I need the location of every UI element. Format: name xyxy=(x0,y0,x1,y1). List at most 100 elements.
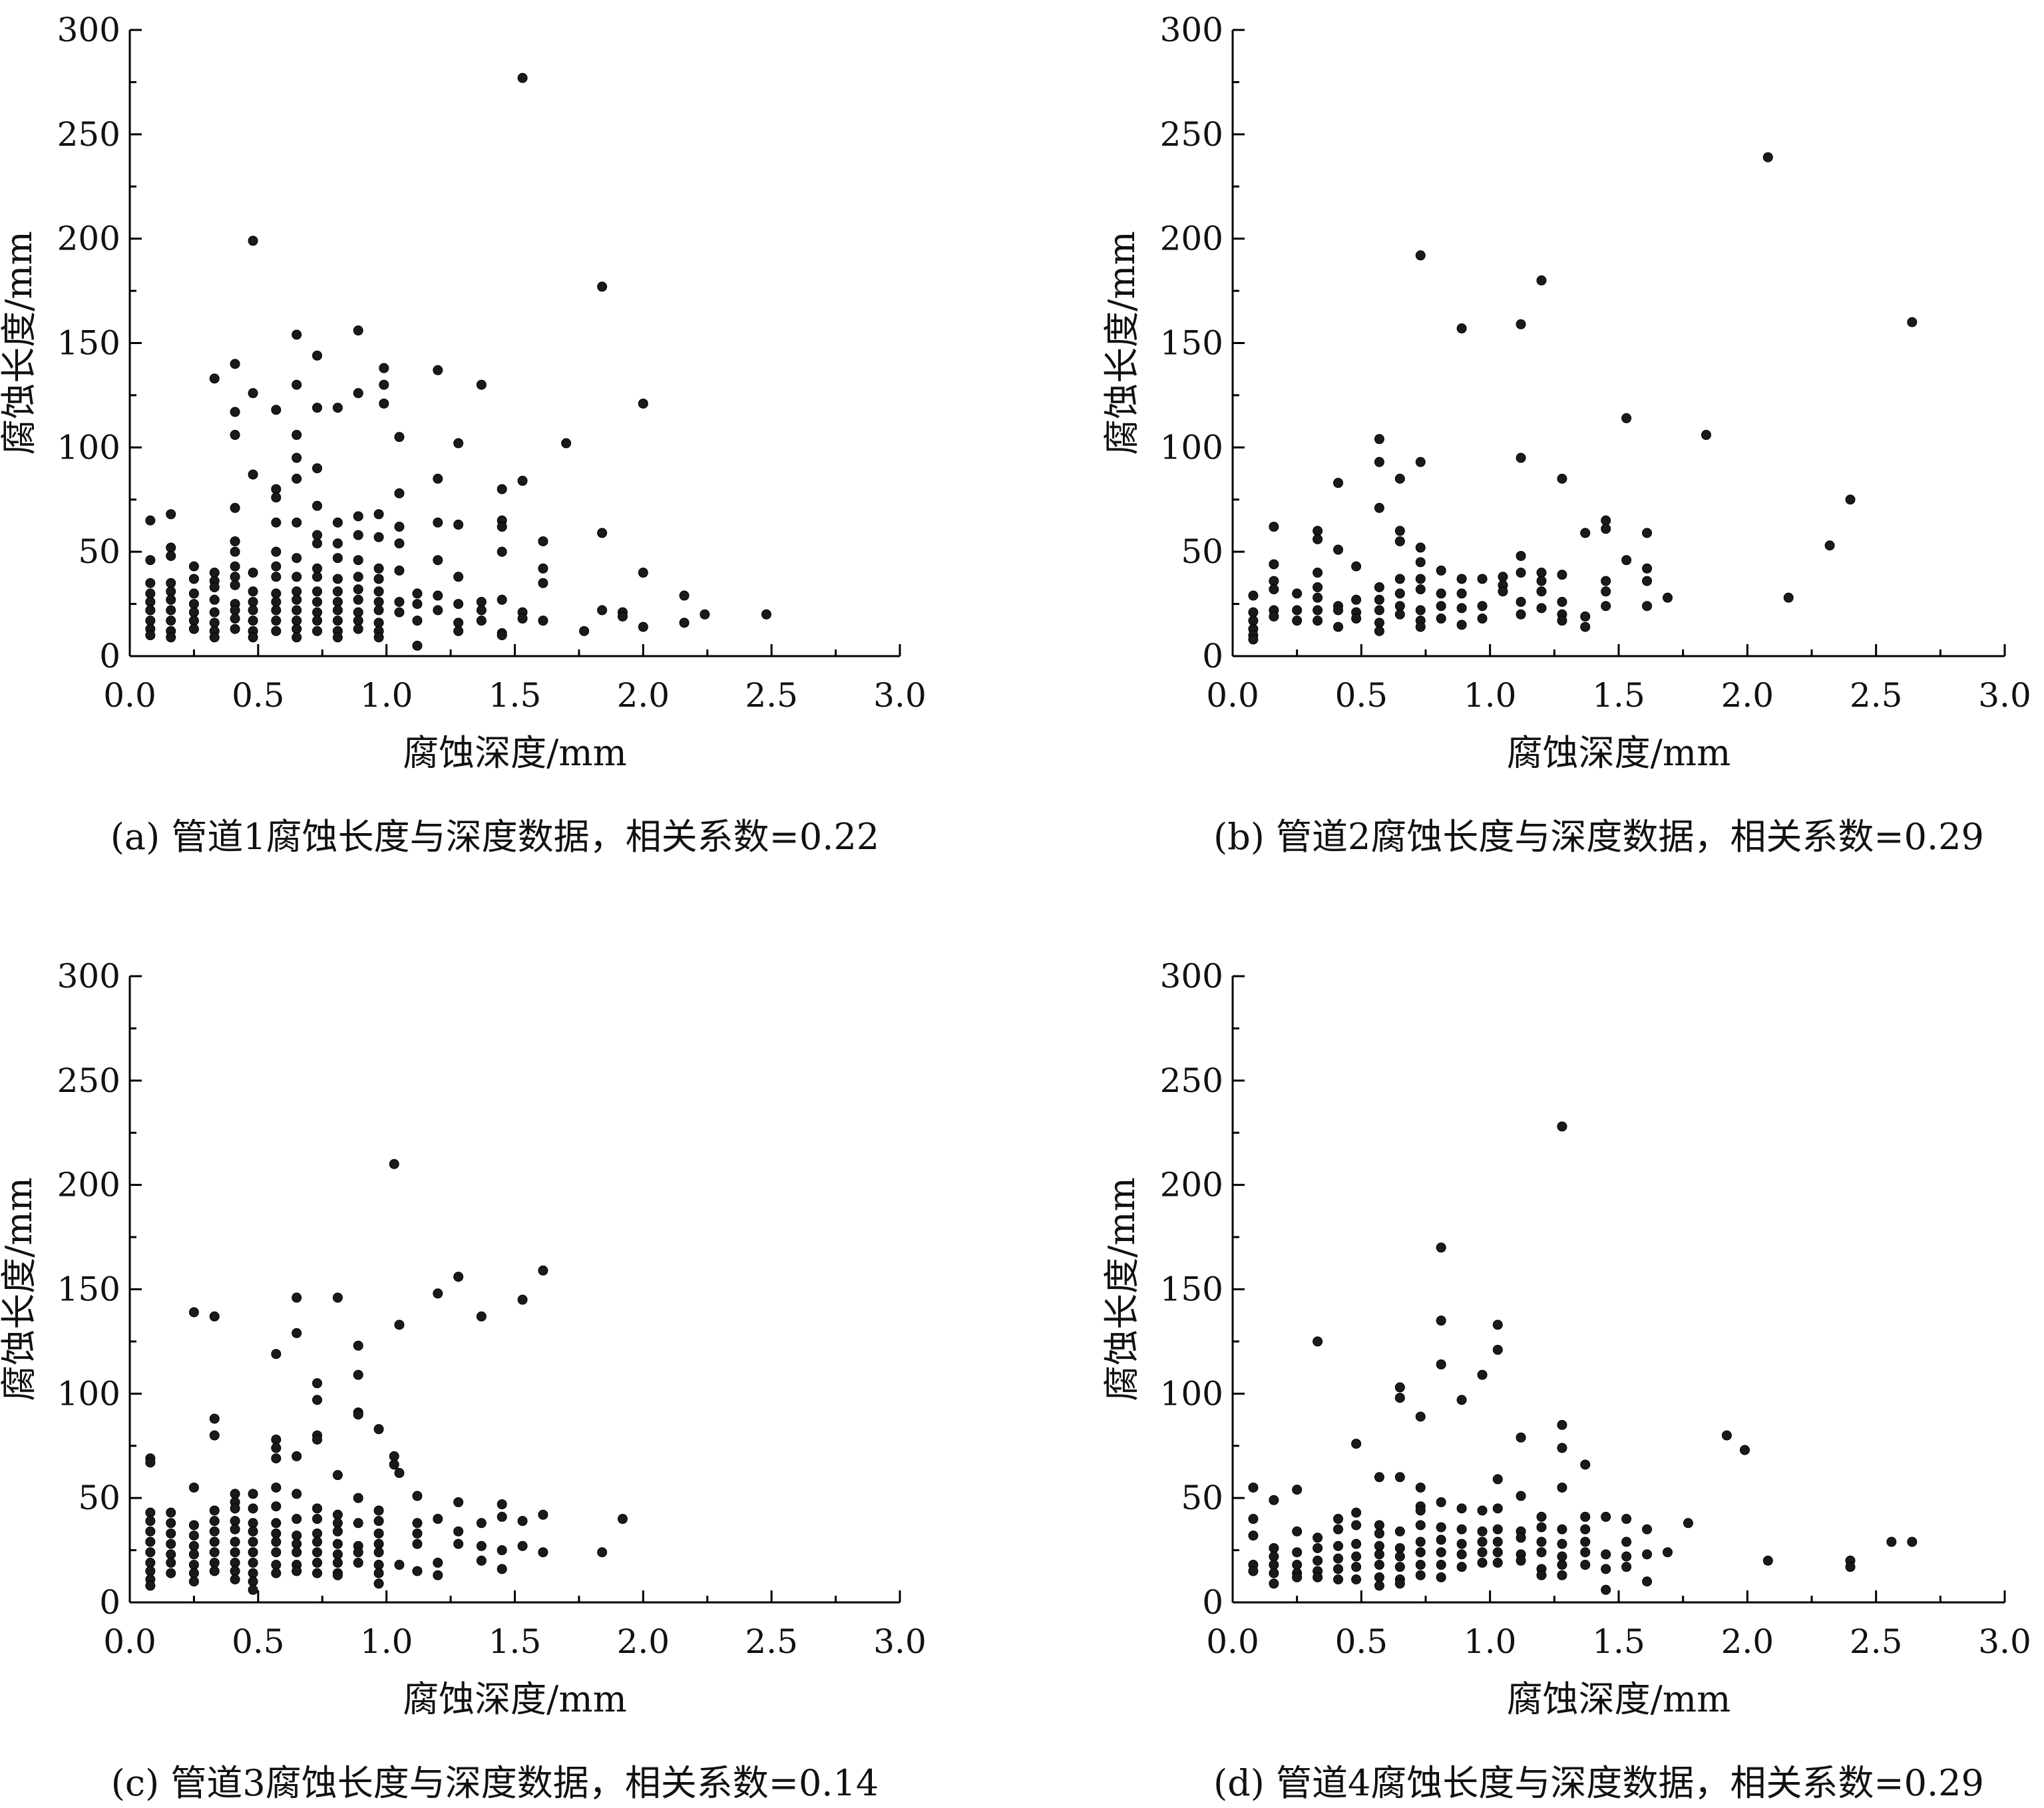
data-point xyxy=(1313,1542,1323,1553)
data-point xyxy=(1601,1584,1611,1595)
data-point xyxy=(353,555,363,566)
data-point xyxy=(248,1526,258,1537)
data-point xyxy=(145,1526,156,1537)
data-point xyxy=(1516,452,1526,463)
data-point xyxy=(1498,572,1508,582)
data-point xyxy=(188,624,199,634)
data-point xyxy=(332,596,343,607)
data-point xyxy=(230,1503,240,1514)
data-point xyxy=(230,561,240,572)
data-point xyxy=(1621,1562,1632,1572)
data-point xyxy=(517,73,528,83)
data-point xyxy=(1477,1526,1488,1537)
data-point xyxy=(248,568,258,578)
data-point xyxy=(1642,601,1653,612)
data-point xyxy=(1662,1547,1673,1558)
data-point xyxy=(1907,317,1918,327)
data-point xyxy=(394,596,405,607)
data-point xyxy=(1394,1562,1405,1572)
data-point xyxy=(230,1557,240,1568)
data-point xyxy=(1351,1562,1362,1572)
data-point xyxy=(1580,528,1591,538)
data-point xyxy=(248,616,258,626)
data-point xyxy=(453,599,464,610)
data-point xyxy=(1662,592,1673,603)
data-point xyxy=(353,1369,363,1380)
data-point xyxy=(1292,588,1303,599)
data-point xyxy=(1580,1537,1591,1547)
data-point xyxy=(1601,1549,1611,1560)
data-point xyxy=(1601,515,1611,526)
data-point xyxy=(166,578,176,588)
data-point xyxy=(1313,1533,1323,1543)
data-point xyxy=(1248,607,1259,618)
data-point xyxy=(292,586,302,597)
data-point xyxy=(476,1518,487,1529)
data-point xyxy=(166,1507,176,1518)
data-point xyxy=(497,1499,507,1510)
data-point xyxy=(312,500,323,511)
data-point xyxy=(453,1538,464,1549)
data-point xyxy=(497,1564,507,1574)
data-point xyxy=(1374,1572,1384,1582)
data-point xyxy=(579,626,590,636)
data-point xyxy=(476,596,487,607)
data-point xyxy=(1536,1511,1547,1522)
data-point xyxy=(230,1524,240,1535)
data-point xyxy=(1621,413,1632,423)
y-axis-label: 腐蚀长度/mm xyxy=(1101,231,1143,455)
data-point xyxy=(373,563,384,574)
data-point xyxy=(353,616,363,626)
data-point xyxy=(1269,1560,1279,1570)
data-point xyxy=(1269,576,1279,586)
data-point xyxy=(1374,1540,1384,1551)
y-tick-label: 200 xyxy=(57,1166,120,1204)
data-point xyxy=(1374,605,1384,616)
data-point xyxy=(248,1557,258,1568)
data-point xyxy=(271,616,282,626)
data-point xyxy=(497,594,507,605)
data-point xyxy=(412,1566,423,1576)
data-point xyxy=(1516,1432,1526,1443)
data-point xyxy=(230,624,240,634)
x-tick-label: 0.5 xyxy=(232,676,285,715)
data-point xyxy=(433,1557,443,1568)
data-point xyxy=(188,1576,199,1587)
data-point xyxy=(1248,590,1259,601)
data-point xyxy=(166,1549,176,1560)
x-tick-label: 3.0 xyxy=(873,676,926,715)
data-point xyxy=(209,632,220,643)
data-point xyxy=(1557,1443,1567,1453)
data-point xyxy=(1580,622,1591,632)
data-point xyxy=(394,538,405,549)
data-point xyxy=(497,630,507,641)
data-point xyxy=(145,1507,156,1518)
data-point xyxy=(332,1549,343,1560)
x-tick-label: 1.0 xyxy=(1464,676,1517,715)
data-point xyxy=(1762,1555,1773,1566)
data-point xyxy=(1351,1520,1362,1531)
y-tick-label: 50 xyxy=(78,1479,120,1517)
data-point xyxy=(373,1528,384,1538)
data-point xyxy=(353,530,363,540)
data-point xyxy=(230,1547,240,1558)
data-point xyxy=(230,1489,240,1499)
data-point xyxy=(1492,1547,1503,1558)
data-point xyxy=(1601,1511,1611,1522)
data-point xyxy=(1333,1553,1344,1564)
x-axis-label: 腐蚀深度/mm xyxy=(403,1678,627,1720)
data-point xyxy=(1557,1551,1567,1562)
x-tick-label: 3.0 xyxy=(1978,1622,2031,1661)
data-point xyxy=(353,388,363,399)
data-point xyxy=(353,1518,363,1529)
data-point xyxy=(188,1307,199,1318)
y-tick-label: 200 xyxy=(1160,220,1223,258)
data-point xyxy=(1492,1524,1503,1535)
data-point xyxy=(145,578,156,588)
data-point xyxy=(1516,609,1526,620)
y-axis-label: 腐蚀长度/mm xyxy=(0,231,40,455)
data-point xyxy=(1456,1395,1467,1405)
data-point xyxy=(538,578,548,588)
panel-caption: (a) 管道1腐蚀长度与深度数据，相关系数=0.22 xyxy=(110,816,879,858)
